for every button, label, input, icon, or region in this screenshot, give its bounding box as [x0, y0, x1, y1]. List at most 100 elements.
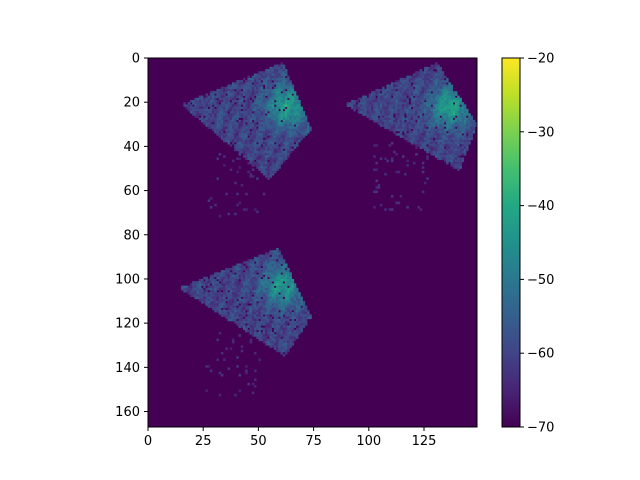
heatmap-cell-0	[234, 137, 237, 141]
heatmap-cell-0	[273, 126, 277, 130]
heatmap-cell-2	[225, 305, 228, 309]
heatmap-cell-1	[459, 153, 462, 156]
heatmap-cell-0	[267, 75, 270, 79]
heatmap-cell-1	[439, 80, 443, 83]
heatmap-cell-0	[218, 111, 222, 114]
heatmap-cell-2	[223, 301, 226, 304]
heatmap-cell-2	[300, 325, 303, 328]
heatmap-cell-0	[209, 197, 213, 200]
heatmap-cell-0	[227, 137, 231, 141]
heatmap-cell-2	[242, 314, 246, 317]
heatmap-cell-0	[300, 108, 303, 112]
heatmap-cell-0	[284, 115, 288, 119]
heatmap-cell-2	[282, 334, 286, 337]
heatmap-cell-1	[430, 95, 434, 99]
heatmap-cell-2	[302, 301, 306, 304]
heatmap-cell-1	[415, 91, 418, 94]
heatmap-cell-2	[298, 316, 301, 320]
heatmap-cell-2	[234, 301, 237, 304]
heatmap-cell-1	[448, 137, 451, 141]
heatmap-cell-0	[282, 73, 286, 77]
heatmap-cell-0	[276, 75, 279, 79]
heatmap-cell-2	[276, 263, 279, 267]
heatmap-cell-2	[238, 314, 242, 317]
heatmap-cell-1	[399, 124, 403, 127]
heatmap-cell-0	[280, 88, 284, 92]
heatmap-cell-2	[289, 345, 292, 348]
heatmap-cell-1	[446, 99, 449, 103]
heatmap-cell-0	[267, 164, 270, 167]
heatmap-cell-0	[247, 106, 250, 110]
heatmap-cell-2	[249, 327, 253, 331]
heatmap-cell-1	[390, 159, 394, 163]
heatmap-cell-1	[424, 130, 427, 134]
heatmap-cell-0	[200, 102, 204, 105]
heatmap-cell-2	[231, 312, 235, 315]
heatmap-cell-0	[231, 139, 235, 143]
heatmap-cell-0	[284, 73, 288, 77]
heatmap-cell-1	[393, 130, 396, 134]
heatmap-cell-1	[353, 106, 356, 110]
heatmap-cell-1	[419, 119, 423, 123]
heatmap-cell-2	[302, 309, 306, 313]
heatmap-cell-0	[280, 150, 284, 154]
heatmap-cell-2	[253, 320, 257, 324]
heatmap-cell-2	[260, 323, 264, 326]
heatmap-cell-2	[236, 307, 239, 311]
heatmap-cell-0	[273, 97, 277, 101]
heatmap-cell-1	[437, 82, 440, 85]
heatmap-cell-0	[256, 73, 259, 77]
heatmap-cell-0	[265, 82, 268, 85]
heatmap-cell-0	[238, 106, 242, 110]
heatmap-cell-1	[406, 113, 409, 116]
heatmap-cell-0	[269, 115, 272, 119]
heatmap-cell-2	[271, 312, 275, 315]
heatmap-cell-0	[269, 75, 272, 79]
heatmap-cell-0	[234, 212, 237, 216]
heatmap-cell-0	[284, 93, 288, 96]
heatmap-cell-0	[278, 97, 281, 101]
heatmap-cell-1	[461, 117, 465, 121]
heatmap-cell-2	[291, 305, 295, 309]
heatmap-cell-0	[220, 113, 224, 116]
heatmap-cell-2	[203, 298, 206, 302]
heatmap-cell-0	[203, 122, 206, 125]
heatmap-cell-2	[276, 325, 279, 328]
heatmap-cell-1	[439, 104, 443, 107]
heatmap-cell-2	[229, 281, 233, 284]
heatmap-cell-1	[421, 93, 425, 96]
heatmap-cell-0	[203, 113, 206, 116]
heatmap-cell-1	[428, 95, 431, 99]
heatmap-cell-2	[192, 285, 195, 289]
heatmap-cell-0	[267, 104, 270, 107]
heatmap-cell-1	[410, 102, 414, 105]
heatmap-cell-1	[428, 150, 431, 154]
heatmap-cell-2	[225, 298, 228, 302]
heatmap-cell-0	[298, 137, 301, 141]
heatmap-cell-1	[430, 130, 434, 134]
heatmap-cell-1	[357, 104, 361, 107]
heatmap-cell-0	[192, 113, 195, 116]
heatmap-cell-2	[302, 316, 306, 320]
heatmap-cell-0	[276, 155, 279, 158]
heatmap-cell-2	[273, 265, 277, 269]
heatmap-cell-0	[209, 113, 213, 116]
heatmap-cell-0	[284, 146, 288, 149]
heatmap-cell-2	[227, 316, 231, 320]
heatmap-cell-1	[424, 75, 427, 79]
heatmap-cell-2	[287, 274, 290, 278]
heatmap-cell-1	[421, 108, 425, 112]
heatmap-cell-2	[282, 276, 286, 280]
heatmap-cell-0	[293, 91, 297, 94]
heatmap-cell-1	[390, 128, 394, 132]
heatmap-cell-2	[291, 287, 295, 291]
heatmap-cell-1	[388, 84, 392, 88]
heatmap-cell-0	[253, 77, 257, 81]
heatmap-cell-1	[408, 104, 412, 107]
heatmap-cell-1	[439, 128, 443, 132]
heatmap-cell-2	[267, 254, 270, 258]
heatmap-cell-0	[276, 93, 279, 96]
heatmap-cell-2	[187, 292, 191, 295]
heatmap-cell-0	[278, 93, 281, 96]
heatmap-cell-2	[269, 274, 272, 278]
